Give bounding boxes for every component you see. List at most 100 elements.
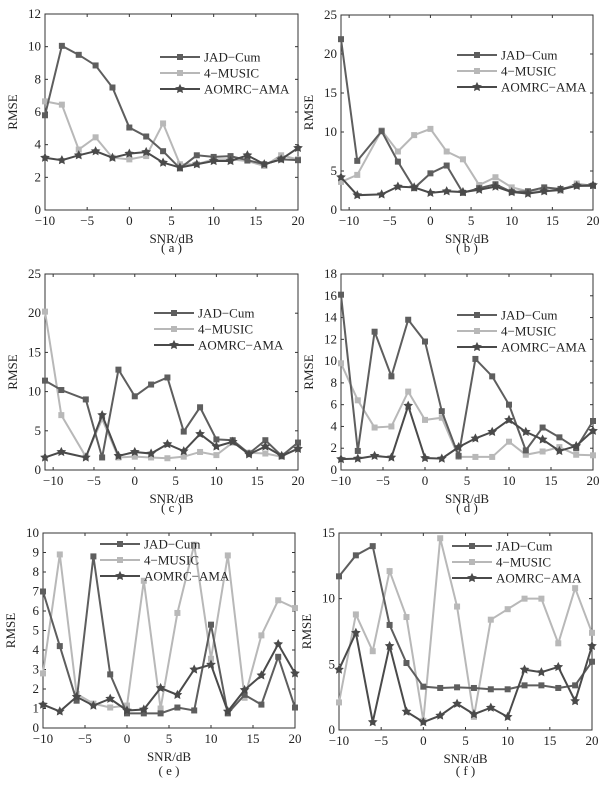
y-tick-label: 1 (33, 701, 40, 716)
data-point (146, 448, 156, 458)
data-point (403, 614, 410, 621)
data-point (206, 659, 216, 669)
x-tick-label: 15 (247, 731, 260, 746)
series-line (338, 538, 593, 721)
x-tick-label: 10 (503, 473, 516, 488)
x-tick-label: −5 (374, 733, 388, 748)
data-point (54, 706, 65, 716)
data-point (131, 393, 138, 400)
data-point (90, 553, 97, 560)
series-line (338, 629, 593, 724)
y-axis-label: RMSE (299, 614, 314, 649)
y-axis-label: RMSE (301, 354, 316, 389)
data-point (427, 125, 434, 132)
data-point (160, 120, 167, 127)
series-line (340, 294, 594, 460)
y-tick-label: 5 (35, 423, 42, 438)
data-point (388, 373, 395, 380)
x-tick-label: 20 (292, 213, 305, 228)
data-point (502, 711, 513, 721)
data-point (208, 655, 214, 662)
data-point (158, 157, 168, 167)
data-point (411, 132, 418, 139)
data-point (539, 186, 550, 196)
data-point (275, 597, 282, 604)
series-line (44, 100, 299, 167)
data-point (338, 291, 344, 298)
data-point (472, 453, 479, 460)
data-point (474, 184, 485, 194)
data-point (293, 443, 303, 453)
data-point (371, 424, 378, 431)
data-point (589, 658, 595, 665)
data-point (572, 585, 579, 592)
data-point (295, 157, 301, 164)
data-point (470, 684, 477, 691)
data-point (351, 627, 361, 637)
data-point (338, 36, 344, 43)
legend-marker (177, 54, 183, 60)
data-point (82, 396, 89, 403)
legend-label: AOMRC−AMA (144, 569, 230, 584)
data-point (420, 683, 427, 690)
data-point (571, 440, 582, 451)
data-point (386, 621, 393, 628)
x-tick-label: 15 (249, 213, 262, 228)
legend-marker (171, 326, 177, 332)
data-point (438, 408, 445, 415)
legend-item: AOMRC−AMA (100, 569, 230, 584)
legend-item: AOMRC−AMA (154, 338, 284, 353)
data-point (487, 426, 498, 437)
series-aomrc-ama (40, 142, 303, 172)
chart-panel-d: −10 −5 0 5 10 15 20 0 2 4 6 8 10 12 14 16 18 SNR/dB RMSE ( … (301, 266, 600, 515)
data-point (487, 686, 494, 693)
data-point (554, 445, 565, 456)
data-point (403, 660, 410, 667)
y-tick-label: 6 (35, 104, 42, 119)
legend-item: JAD−Cum (457, 308, 557, 323)
y-tick-label: 5 (331, 163, 338, 178)
data-point (131, 453, 138, 460)
data-point (504, 606, 511, 613)
data-point (160, 148, 167, 155)
data-point (155, 682, 166, 693)
x-tick-label: 20 (587, 473, 600, 488)
data-point (56, 446, 67, 457)
panel-caption: ( e ) (159, 763, 180, 778)
data-point (555, 184, 566, 194)
y-tick-label: 9 (33, 545, 40, 560)
data-point (239, 684, 250, 695)
data-point (75, 51, 82, 58)
legend-marker (175, 83, 185, 94)
data-point (376, 189, 387, 199)
data-point (222, 706, 233, 716)
data-point (523, 188, 533, 198)
y-tick-label: 0 (331, 462, 338, 477)
x-tick-label: 0 (126, 213, 133, 228)
y-tick-label: 6 (331, 397, 338, 412)
data-point (148, 454, 155, 461)
panel-caption: ( a ) (161, 240, 182, 255)
x-tick-label: 15 (251, 473, 264, 488)
legend-marker (474, 52, 480, 58)
data-point (99, 416, 106, 423)
x-tick-label: 5 (166, 731, 173, 746)
legend-item: JAD−Cum (452, 539, 552, 554)
data-point (40, 588, 46, 595)
y-axis-label: RMSE (5, 94, 20, 129)
data-point (388, 423, 395, 430)
data-point (109, 84, 116, 91)
legend-marker (474, 68, 480, 74)
x-tick-label: 15 (546, 213, 559, 228)
y-tick-label: 14 (324, 310, 338, 325)
series-aomrc-ama (40, 410, 303, 462)
data-point (75, 146, 82, 153)
y-tick-label: 0 (35, 462, 42, 477)
data-point (485, 702, 496, 712)
data-point (73, 697, 80, 704)
y-tick-label: 10 (324, 124, 337, 139)
data-point (520, 426, 531, 437)
